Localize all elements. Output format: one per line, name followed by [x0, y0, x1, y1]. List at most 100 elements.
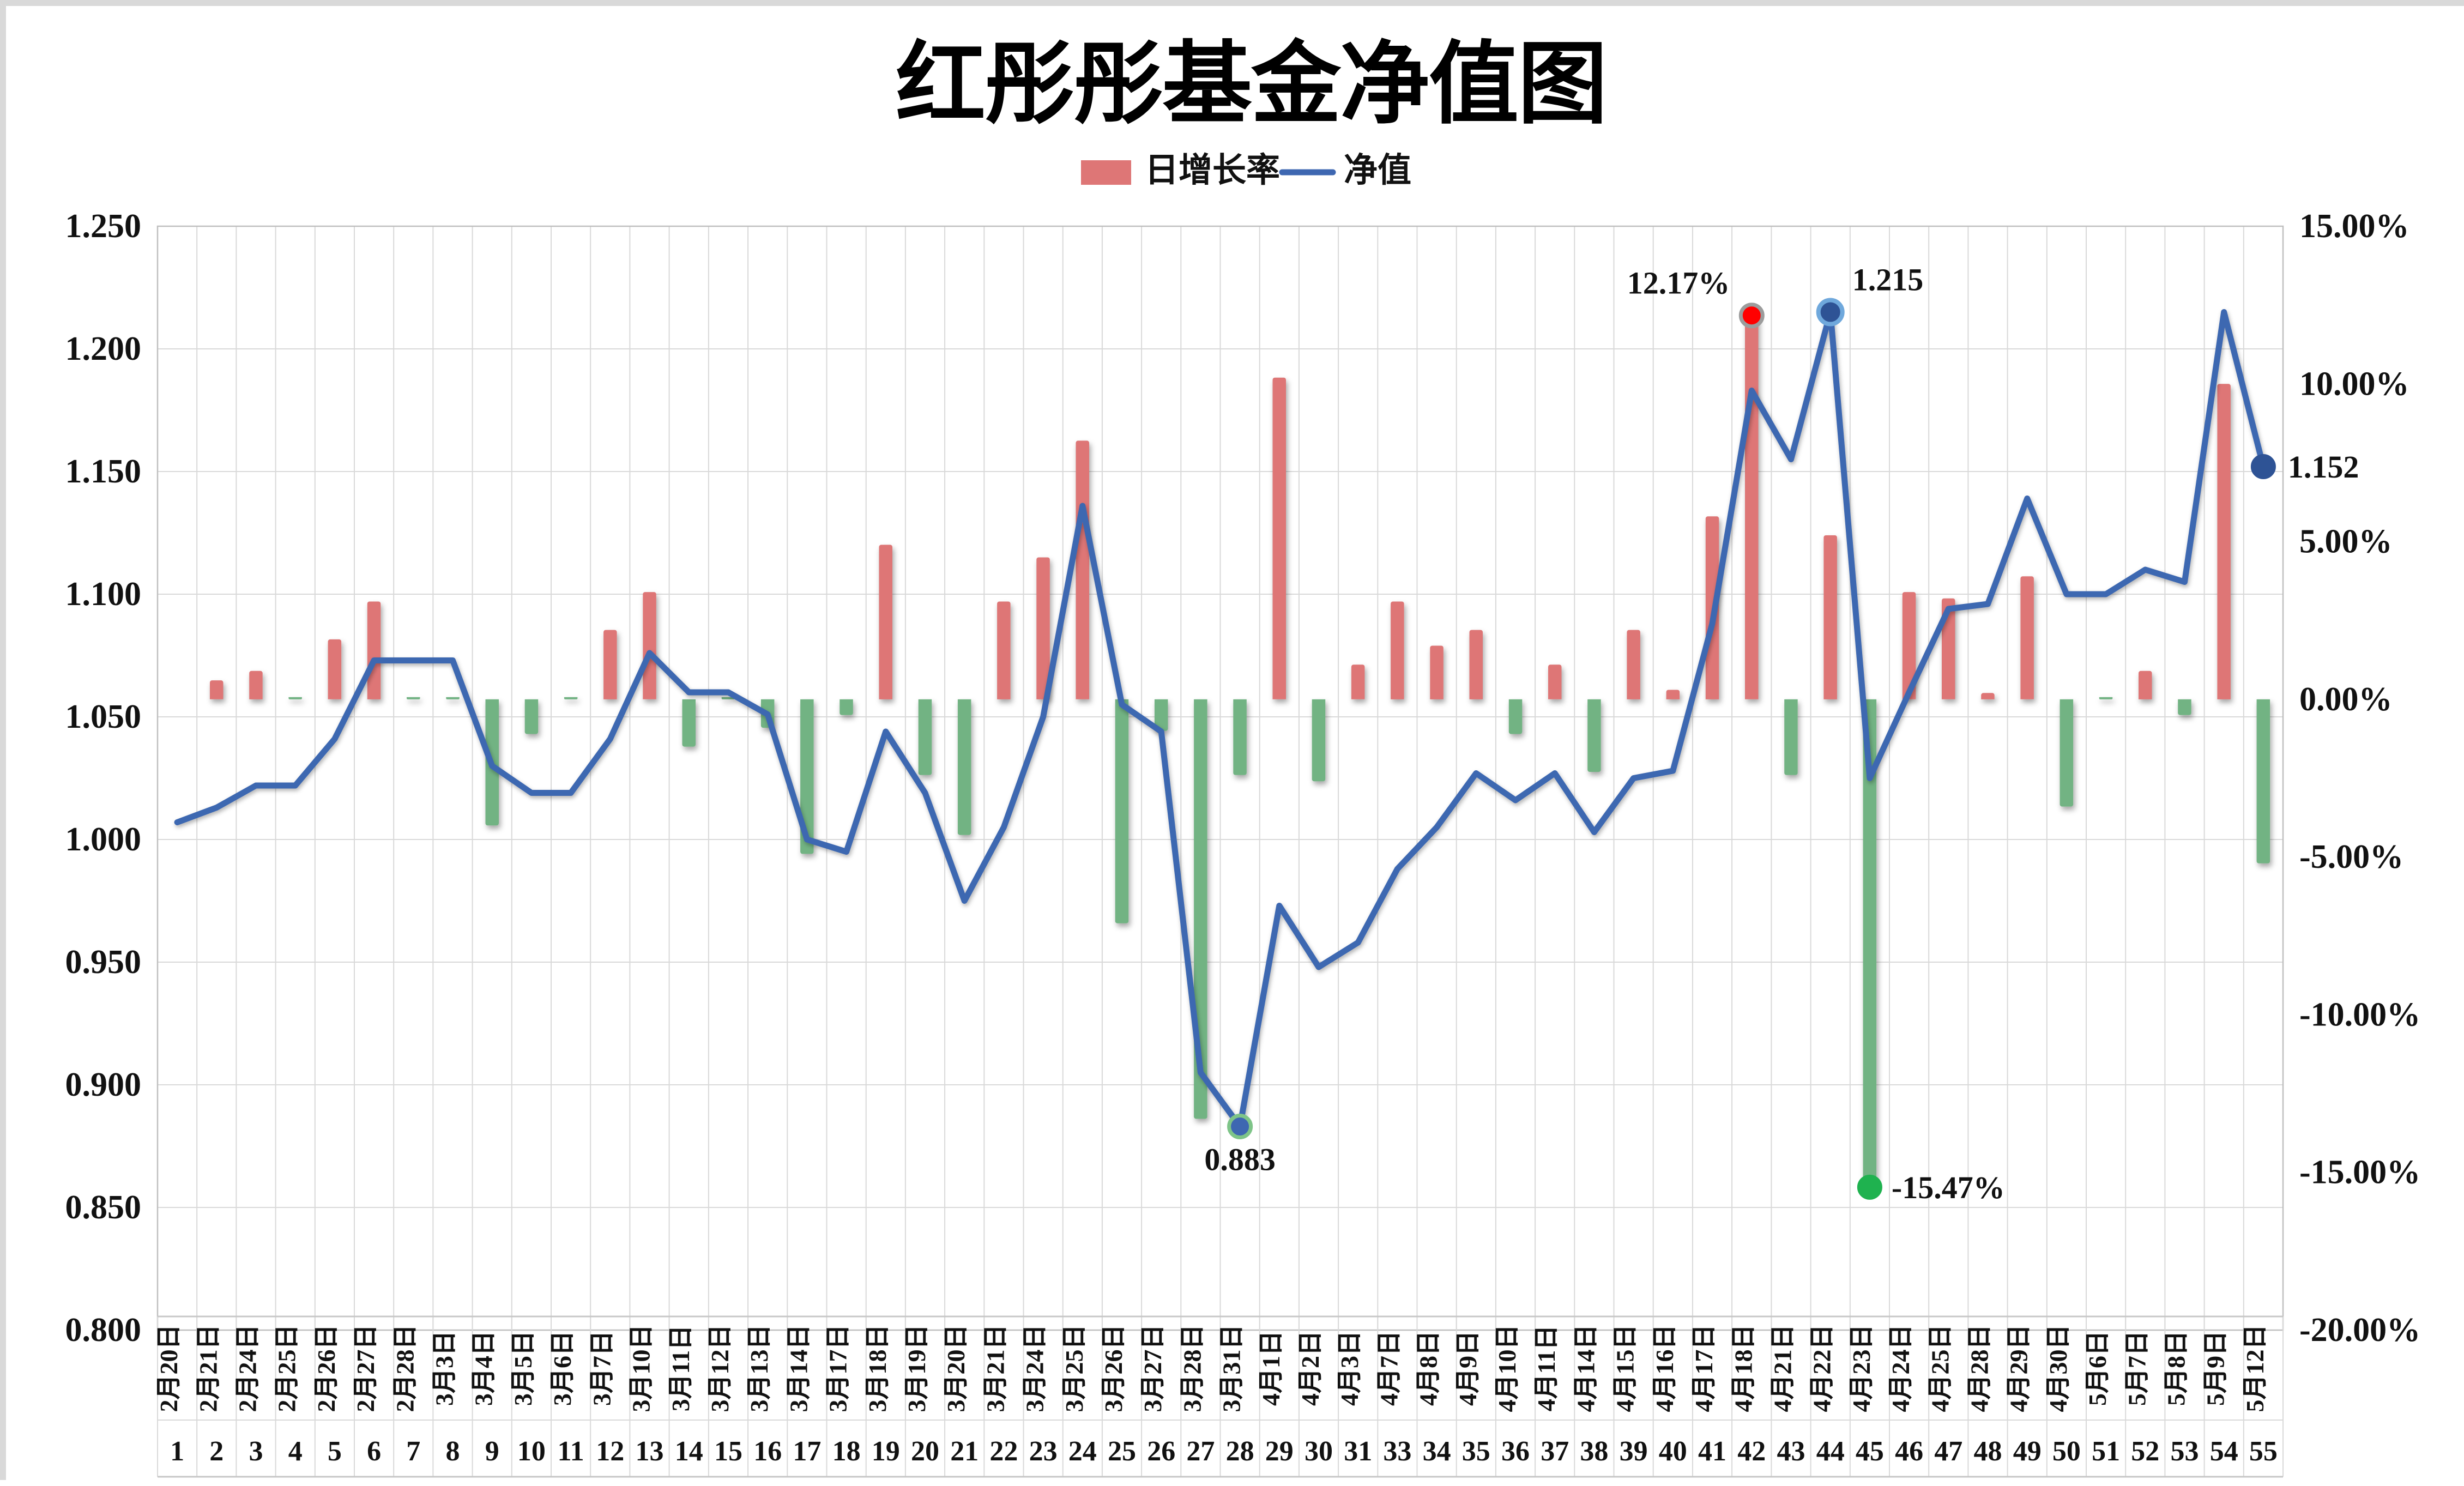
svg-text:1.215: 1.215 — [1852, 262, 1924, 298]
svg-text:35: 35 — [1462, 1436, 1490, 1467]
svg-text:3月21日: 3月21日 — [981, 1325, 1009, 1412]
svg-text:3月10日: 3月10日 — [627, 1325, 655, 1412]
svg-text:4月9日: 4月9日 — [1454, 1331, 1482, 1406]
svg-text:1.000: 1.000 — [65, 821, 142, 858]
svg-text:3月26日: 3月26日 — [1100, 1325, 1127, 1412]
svg-text:5月12日: 5月12日 — [2241, 1325, 2269, 1412]
svg-text:4: 4 — [288, 1436, 303, 1467]
svg-text:3月27日: 3月27日 — [1139, 1325, 1167, 1412]
svg-text:4月15日: 4月15日 — [1611, 1325, 1639, 1412]
svg-text:5月7日: 5月7日 — [2123, 1331, 2151, 1406]
svg-text:51: 51 — [2092, 1436, 2120, 1467]
svg-text:3月13日: 3月13日 — [745, 1325, 773, 1412]
svg-text:1.152: 1.152 — [2288, 449, 2359, 485]
svg-text:3月6日: 3月6日 — [548, 1331, 576, 1406]
svg-text:39: 39 — [1620, 1436, 1648, 1467]
svg-text:10: 10 — [517, 1436, 546, 1467]
svg-text:1: 1 — [170, 1436, 184, 1467]
svg-text:54: 54 — [2210, 1436, 2238, 1467]
svg-text:53: 53 — [2171, 1436, 2199, 1467]
svg-text:0.00%: 0.00% — [2299, 681, 2393, 718]
svg-text:55: 55 — [2249, 1436, 2278, 1467]
svg-text:52: 52 — [2131, 1436, 2159, 1467]
svg-text:5.00%: 5.00% — [2299, 523, 2393, 560]
svg-text:3月7日: 3月7日 — [588, 1331, 615, 1406]
svg-text:3月18日: 3月18日 — [863, 1325, 891, 1412]
svg-text:2月25日: 2月25日 — [273, 1325, 301, 1412]
svg-text:44: 44 — [1816, 1436, 1845, 1467]
svg-text:-15.47%: -15.47% — [1892, 1170, 2005, 1205]
svg-text:7: 7 — [406, 1436, 420, 1467]
svg-text:13: 13 — [636, 1436, 664, 1467]
svg-text:4月30日: 4月30日 — [2044, 1325, 2072, 1412]
svg-text:2月27日: 2月27日 — [352, 1325, 379, 1412]
svg-text:日增长率: 日增长率 — [1145, 152, 1280, 189]
svg-text:12.17%: 12.17% — [1627, 265, 1730, 301]
svg-text:0.800: 0.800 — [65, 1312, 142, 1349]
svg-text:4月3日: 4月3日 — [1336, 1331, 1363, 1406]
svg-text:15: 15 — [714, 1436, 742, 1467]
svg-text:24: 24 — [1068, 1436, 1097, 1467]
svg-text:45: 45 — [1856, 1436, 1884, 1467]
svg-text:25: 25 — [1108, 1436, 1136, 1467]
svg-text:5月6日: 5月6日 — [2083, 1331, 2111, 1406]
svg-text:2: 2 — [209, 1436, 224, 1467]
svg-text:4月8日: 4月8日 — [1415, 1331, 1442, 1406]
svg-text:4月21日: 4月21日 — [1769, 1325, 1797, 1412]
svg-text:10.00%: 10.00% — [2299, 365, 2409, 402]
svg-text:4月7日: 4月7日 — [1375, 1331, 1403, 1406]
svg-text:1.150: 1.150 — [65, 453, 142, 490]
svg-text:34: 34 — [1423, 1436, 1451, 1467]
svg-text:4月24日: 4月24日 — [1887, 1325, 1915, 1412]
svg-text:-15.00%: -15.00% — [2299, 1154, 2420, 1191]
svg-text:37: 37 — [1541, 1436, 1569, 1467]
svg-text:36: 36 — [1501, 1436, 1530, 1467]
svg-text:3月17日: 3月17日 — [824, 1325, 852, 1412]
svg-text:3月31日: 3月31日 — [1218, 1325, 1246, 1412]
svg-text:3月12日: 3月12日 — [706, 1325, 734, 1412]
svg-text:3月24日: 3月24日 — [1021, 1325, 1049, 1412]
svg-text:41: 41 — [1698, 1436, 1726, 1467]
svg-text:3月11日: 3月11日 — [667, 1325, 694, 1411]
svg-text:5月8日: 5月8日 — [2163, 1331, 2190, 1406]
svg-text:40: 40 — [1659, 1436, 1687, 1467]
svg-text:4月1日: 4月1日 — [1257, 1331, 1285, 1406]
svg-text:4月25日: 4月25日 — [1926, 1325, 1954, 1412]
svg-text:14: 14 — [675, 1436, 703, 1467]
svg-text:1.050: 1.050 — [65, 698, 142, 735]
svg-text:2月28日: 2月28日 — [391, 1325, 419, 1412]
svg-text:4月14日: 4月14日 — [1572, 1325, 1599, 1412]
svg-text:4月29日: 4月29日 — [2005, 1325, 2033, 1412]
svg-text:红彤彤基金净值图: 红彤彤基金净值图 — [896, 35, 1607, 135]
svg-text:0.900: 0.900 — [65, 1066, 142, 1103]
svg-text:5: 5 — [328, 1436, 342, 1467]
svg-text:33: 33 — [1383, 1436, 1411, 1467]
svg-text:2月21日: 2月21日 — [194, 1325, 222, 1412]
svg-text:4月17日: 4月17日 — [1690, 1325, 1718, 1412]
svg-text:31: 31 — [1344, 1436, 1372, 1467]
svg-text:4月16日: 4月16日 — [1651, 1325, 1678, 1412]
svg-text:-20.00%: -20.00% — [2299, 1312, 2420, 1349]
svg-text:4月23日: 4月23日 — [1847, 1325, 1875, 1412]
svg-text:4月10日: 4月10日 — [1493, 1325, 1521, 1412]
svg-text:11: 11 — [558, 1436, 584, 1467]
svg-text:3月19日: 3月19日 — [903, 1325, 931, 1412]
svg-text:20: 20 — [911, 1436, 939, 1467]
svg-text:3月28日: 3月28日 — [1178, 1325, 1206, 1412]
svg-text:3月5日: 3月5日 — [509, 1331, 537, 1406]
svg-text:29: 29 — [1265, 1436, 1294, 1467]
svg-text:17: 17 — [793, 1436, 821, 1467]
svg-text:18: 18 — [832, 1436, 861, 1467]
svg-text:21: 21 — [950, 1436, 979, 1467]
svg-text:5月9日: 5月9日 — [2202, 1331, 2230, 1406]
svg-text:42: 42 — [1737, 1436, 1766, 1467]
svg-text:38: 38 — [1580, 1436, 1608, 1467]
svg-text:6: 6 — [367, 1436, 381, 1467]
svg-text:12: 12 — [596, 1436, 624, 1467]
svg-text:3月14日: 3月14日 — [784, 1325, 812, 1412]
svg-text:3月4日: 3月4日 — [470, 1331, 498, 1406]
svg-text:22: 22 — [989, 1436, 1018, 1467]
svg-text:3月3日: 3月3日 — [431, 1331, 458, 1406]
svg-text:23: 23 — [1029, 1436, 1058, 1467]
svg-text:1.200: 1.200 — [65, 330, 142, 367]
